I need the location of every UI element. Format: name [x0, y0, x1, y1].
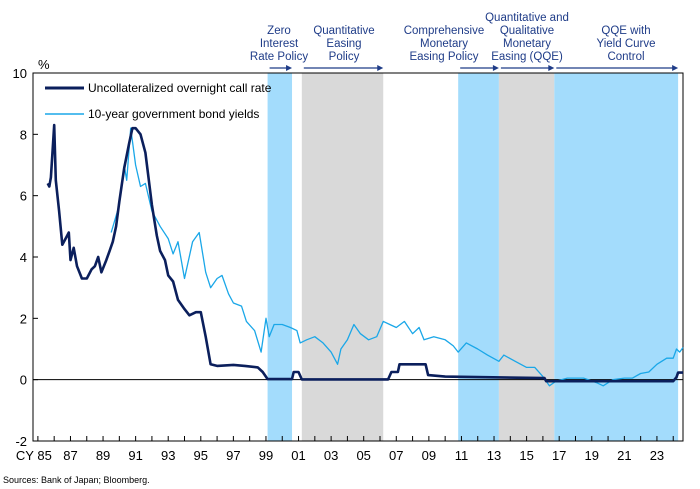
y-axis-unit: % — [38, 57, 50, 72]
x-tick-label: 93 — [161, 448, 175, 463]
x-tick-label: 97 — [226, 448, 240, 463]
period-label: Quantitative and — [485, 12, 569, 24]
period-label: Qualitative — [500, 25, 554, 37]
period-label: Easing — [326, 38, 361, 50]
legend: Uncollateralized overnight call rate 10-… — [45, 81, 272, 121]
period-band — [301, 73, 384, 441]
x-tick-label: 05 — [356, 448, 370, 463]
y-tick-label: 0 — [20, 373, 27, 388]
x-tick-label: 99 — [259, 448, 273, 463]
period-label: Monetary — [420, 38, 468, 50]
x-tick-label: 91 — [128, 448, 142, 463]
x-tick-label: 87 — [63, 448, 77, 463]
series-lines — [46, 123, 684, 387]
x-tick-label: 17 — [552, 448, 566, 463]
y-tick-label: -2 — [15, 434, 27, 449]
y-tick-label: 2 — [20, 311, 27, 326]
period-label: Policy — [329, 51, 360, 63]
period-label: Easing Policy — [409, 51, 478, 63]
x-tick-label: 95 — [194, 448, 208, 463]
period-arrowhead — [286, 65, 293, 71]
x-tick-label: 21 — [617, 448, 631, 463]
period-band — [498, 73, 555, 441]
period-label: Quantitative — [313, 25, 374, 37]
period-label: Yield Curve — [596, 38, 655, 50]
x-tick-label: 09 — [422, 448, 436, 463]
x-tick-label: 15 — [519, 448, 533, 463]
x-tick-label: 19 — [585, 448, 599, 463]
period-label: Easing (QQE) — [491, 51, 563, 63]
y-tick-label: 6 — [20, 189, 27, 204]
period-label: Zero — [267, 25, 291, 37]
x-tick-label: 13 — [487, 448, 501, 463]
x-tick-label: 01 — [291, 448, 305, 463]
source-note: Sources: Bank of Japan; Bloomberg. — [3, 475, 150, 485]
period-arrowhead — [492, 65, 499, 71]
period-arrowhead — [377, 65, 384, 71]
period-band — [458, 73, 499, 441]
y-tick-label: 10 — [13, 66, 27, 81]
period-label: Rate Policy — [250, 51, 308, 63]
axes: 10 8 6 4 2 0 -2CY 85 87 89 91 93 95 97 99 01 03 05 07 09 11… — [13, 66, 684, 463]
y-tick-label: 4 — [20, 250, 27, 265]
x-tick-label: CY 85 — [16, 448, 52, 463]
period-label: Comprehensive — [404, 25, 485, 37]
x-tick-label: 89 — [96, 448, 110, 463]
series-bond-yields — [110, 127, 684, 387]
period-arrowhead — [548, 65, 555, 71]
y-tick-label: 8 — [20, 127, 27, 142]
x-tick-label: 03 — [324, 448, 338, 463]
period-label: QQE with — [601, 25, 650, 37]
period-label: Control — [607, 51, 644, 63]
legend-label-bond-yields: 10-year government bond yields — [88, 107, 259, 121]
x-tick-label: 07 — [389, 448, 403, 463]
period-band — [554, 73, 679, 441]
period-band — [267, 73, 293, 441]
period-label: Interest — [260, 38, 299, 50]
period-arrowhead — [672, 65, 679, 71]
series-call-rate — [46, 123, 683, 383]
x-tick-label: 23 — [650, 448, 664, 463]
policy-period-shading — [267, 73, 679, 441]
legend-label-call-rate: Uncollateralized overnight call rate — [88, 81, 272, 95]
x-tick-label: 11 — [455, 448, 469, 463]
period-label: Monetary — [503, 38, 551, 50]
